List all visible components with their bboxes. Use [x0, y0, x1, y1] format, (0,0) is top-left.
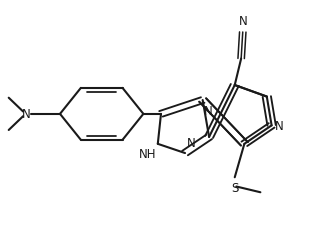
Text: N: N: [204, 105, 213, 118]
Text: N: N: [22, 108, 31, 121]
Text: S: S: [231, 181, 238, 194]
Text: N: N: [238, 15, 247, 28]
Text: N: N: [275, 119, 284, 132]
Text: N: N: [187, 136, 195, 149]
Text: NH: NH: [139, 148, 156, 161]
